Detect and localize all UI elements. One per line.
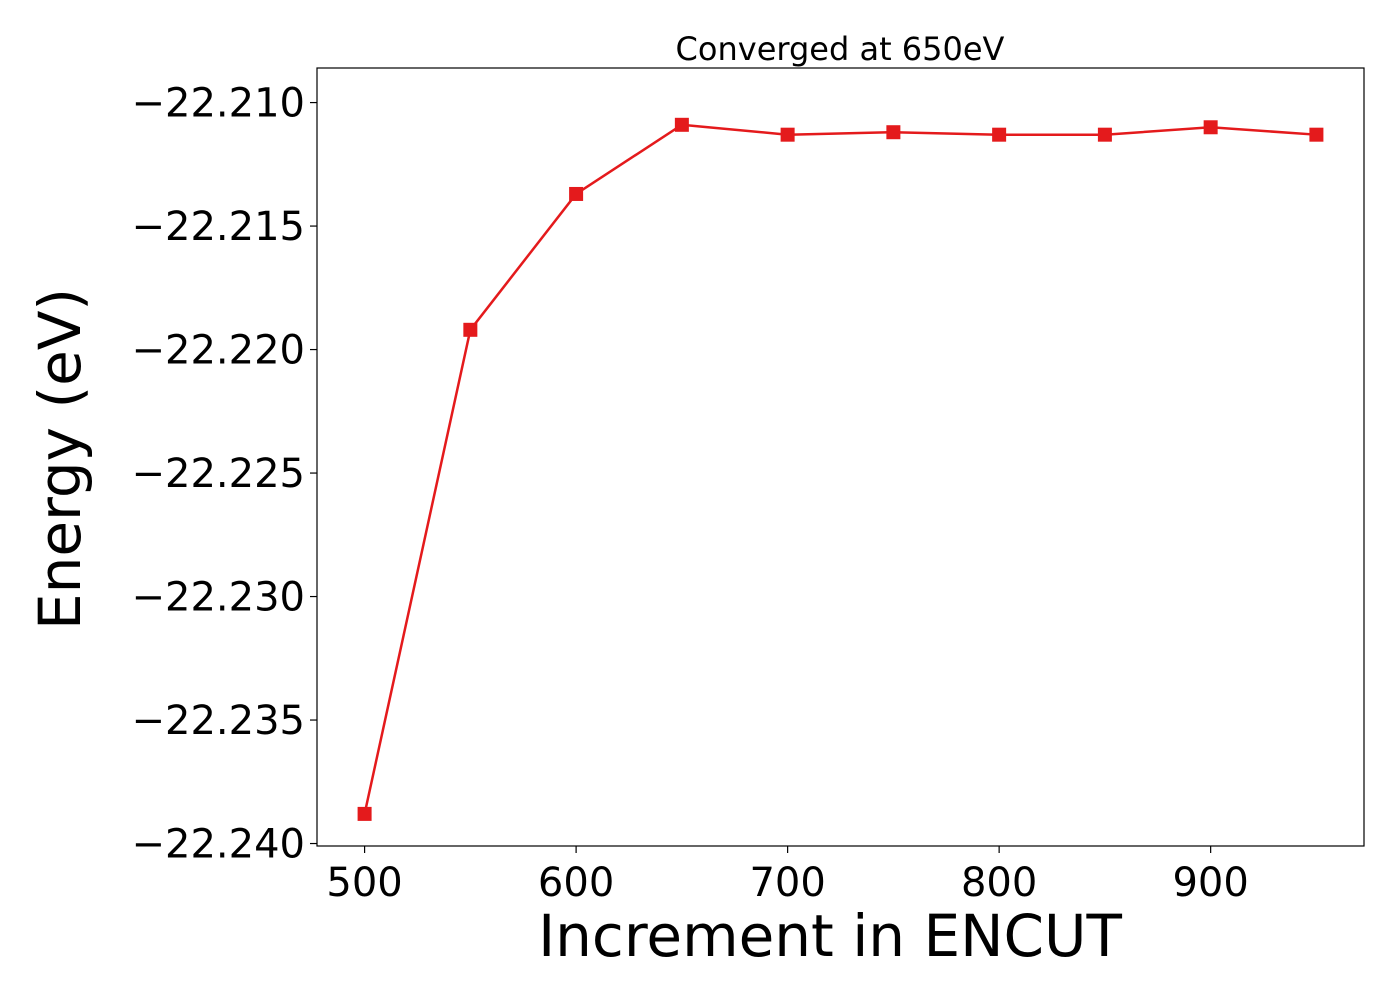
y-tick-label: −22.225	[132, 451, 305, 497]
y-tick-label: −22.220	[132, 328, 305, 374]
plot-area	[357, 117, 1324, 821]
y-tick-label: −22.235	[132, 698, 305, 744]
data-point	[1309, 127, 1324, 142]
x-tick-label: 500	[326, 860, 402, 906]
data-point	[674, 117, 689, 132]
data-point	[357, 806, 372, 821]
data-point	[780, 127, 795, 142]
data-point	[463, 322, 478, 337]
x-axis: 500 600 700 800 900	[326, 846, 1249, 906]
y-tick-label: −22.210	[132, 81, 305, 127]
y-tick-label: −22.215	[132, 204, 305, 250]
x-tick-label: 800	[961, 860, 1037, 906]
y-axis: −22.210 −22.215 −22.220 −22.225 −22.230 −22.2…	[132, 81, 317, 868]
x-tick-label: 600	[538, 860, 614, 906]
plot-frame	[316, 67, 1365, 847]
data-point	[992, 127, 1007, 142]
x-tick-label: 900	[1172, 860, 1248, 906]
x-tick-label: 700	[749, 860, 825, 906]
series-line	[363, 123, 1317, 815]
data-point	[569, 186, 584, 201]
y-tick-label: −22.240	[132, 822, 305, 868]
y-axis-title: Energy (eV)	[26, 288, 94, 630]
data-point	[1203, 120, 1218, 135]
chart-title: Converged at 650eV	[676, 30, 1005, 68]
y-tick-label: −22.230	[132, 575, 305, 621]
data-point	[1097, 127, 1112, 142]
x-axis-title: Increment in ENCUT	[538, 902, 1122, 970]
data-point	[886, 125, 901, 140]
